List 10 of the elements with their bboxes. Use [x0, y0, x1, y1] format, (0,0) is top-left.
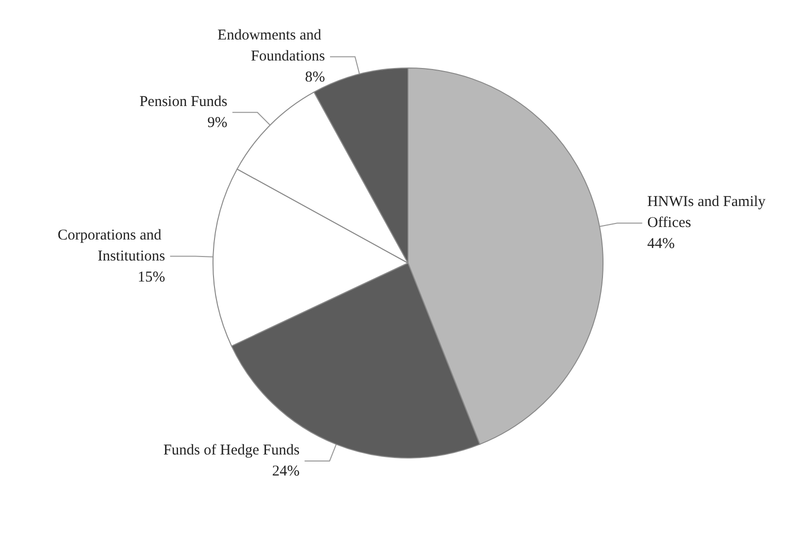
data-label: 44% [647, 236, 675, 252]
data-label: 9% [207, 114, 228, 131]
slice-label: Funds of Hedge Funds [163, 442, 300, 459]
slice-label: Pension Funds [139, 94, 228, 110]
data-label: 24% [272, 464, 300, 480]
data-label: 8% [305, 70, 326, 86]
slice-label: HNWIs and Family Offices [647, 194, 770, 232]
data-label: 15% [138, 269, 166, 286]
slice-label: Corporations and Institutions [58, 227, 166, 264]
slice-label: Endowments and Foundations [218, 28, 326, 65]
